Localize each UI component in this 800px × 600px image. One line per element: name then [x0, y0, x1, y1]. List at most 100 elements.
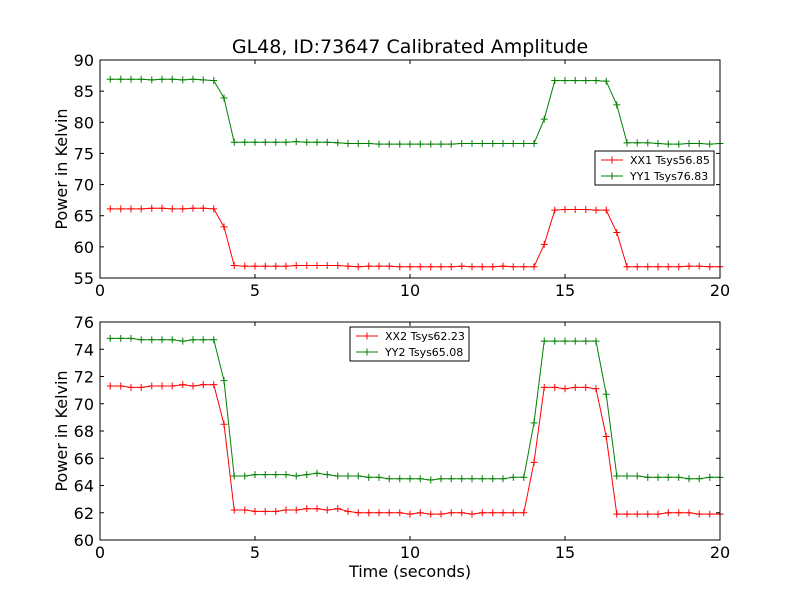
y-axis-label: Power in Kelvin — [52, 370, 71, 491]
data-point — [261, 138, 269, 146]
legend-marker — [608, 172, 616, 180]
data-point — [313, 138, 321, 146]
data-point — [613, 229, 621, 237]
data-point — [571, 205, 579, 213]
data-point — [230, 472, 238, 480]
data-point — [303, 262, 311, 270]
data-point — [654, 473, 662, 481]
legend: XX1 Tsys56.85 YY1 Tsys76.83 — [594, 150, 715, 186]
data-point — [499, 509, 507, 517]
data-point — [385, 262, 393, 270]
series-line-1 — [110, 207, 720, 268]
data-point — [530, 263, 538, 271]
data-point — [323, 262, 331, 270]
data-point — [489, 509, 497, 517]
data-point — [458, 475, 466, 483]
data-point — [478, 263, 486, 271]
y-tick-label: 62 — [74, 504, 94, 523]
data-point — [592, 337, 600, 345]
data-point — [354, 509, 362, 517]
y-tick-label: 75 — [74, 144, 94, 163]
data-point — [365, 509, 373, 517]
data-point — [282, 471, 290, 479]
data-point — [261, 471, 269, 479]
y-tick-label: 68 — [74, 422, 94, 441]
x-tick-label: 20 — [710, 281, 730, 300]
y-tick-label: 66 — [74, 449, 94, 468]
data-point — [551, 337, 559, 345]
data-point — [365, 473, 373, 481]
data-point — [416, 140, 424, 148]
data-point — [396, 509, 404, 517]
data-point — [437, 510, 445, 518]
data-point — [582, 77, 590, 85]
data-point — [158, 336, 166, 344]
data-point — [675, 509, 683, 517]
data-point — [117, 334, 125, 342]
data-point — [520, 509, 528, 517]
legend: XX2 Tsys62.23 YY2 Tsys65.08 — [349, 326, 470, 362]
data-point — [148, 204, 156, 212]
data-point — [664, 263, 672, 271]
data-point — [106, 205, 114, 213]
data-point — [654, 139, 662, 147]
data-point — [210, 336, 218, 344]
data-point — [344, 472, 352, 480]
data-point — [106, 382, 114, 390]
y-tick-label: 60 — [74, 238, 94, 257]
data-point — [664, 473, 672, 481]
data-point — [199, 76, 207, 84]
data-point — [706, 510, 714, 518]
data-point — [137, 336, 145, 344]
data-point — [137, 205, 145, 213]
data-point — [706, 473, 714, 481]
data-point — [437, 263, 445, 271]
data-point — [437, 140, 445, 148]
data-point — [499, 475, 507, 483]
legend-marker — [608, 156, 616, 164]
data-point — [582, 205, 590, 213]
y-tick-label: 65 — [74, 207, 94, 226]
data-point — [509, 139, 517, 147]
data-point — [292, 138, 300, 146]
data-point — [540, 383, 548, 391]
x-tick-label: 10 — [400, 543, 420, 562]
data-point — [530, 458, 538, 466]
data-point — [241, 138, 249, 146]
data-point — [168, 382, 176, 390]
data-point — [489, 139, 497, 147]
data-point — [189, 75, 197, 83]
data-point — [313, 505, 321, 513]
legend-marker — [363, 348, 371, 356]
data-point — [303, 505, 311, 513]
data-point — [633, 139, 641, 147]
data-point — [623, 510, 631, 518]
data-point — [189, 382, 197, 390]
data-point — [685, 509, 693, 517]
legend-label: XX2 Tsys62.23 — [385, 330, 465, 343]
data-point — [127, 383, 135, 391]
y-tick-label: 85 — [74, 82, 94, 101]
data-point — [168, 75, 176, 83]
data-point — [706, 140, 714, 148]
data-point — [571, 77, 579, 85]
data-point — [623, 263, 631, 271]
data-point — [613, 101, 621, 109]
data-point — [210, 77, 218, 85]
data-point — [520, 263, 528, 271]
data-point — [396, 263, 404, 271]
y-tick-label: 74 — [74, 340, 94, 359]
data-point — [210, 381, 218, 389]
data-point — [148, 76, 156, 84]
data-point — [509, 509, 517, 517]
data-point — [179, 76, 187, 84]
data-point — [582, 383, 590, 391]
data-point — [334, 505, 342, 513]
y-tick-label: 80 — [74, 113, 94, 132]
x-tick-label: 15 — [555, 543, 575, 562]
data-point — [313, 262, 321, 270]
data-point — [489, 263, 497, 271]
data-point — [571, 383, 579, 391]
data-point — [137, 75, 145, 83]
